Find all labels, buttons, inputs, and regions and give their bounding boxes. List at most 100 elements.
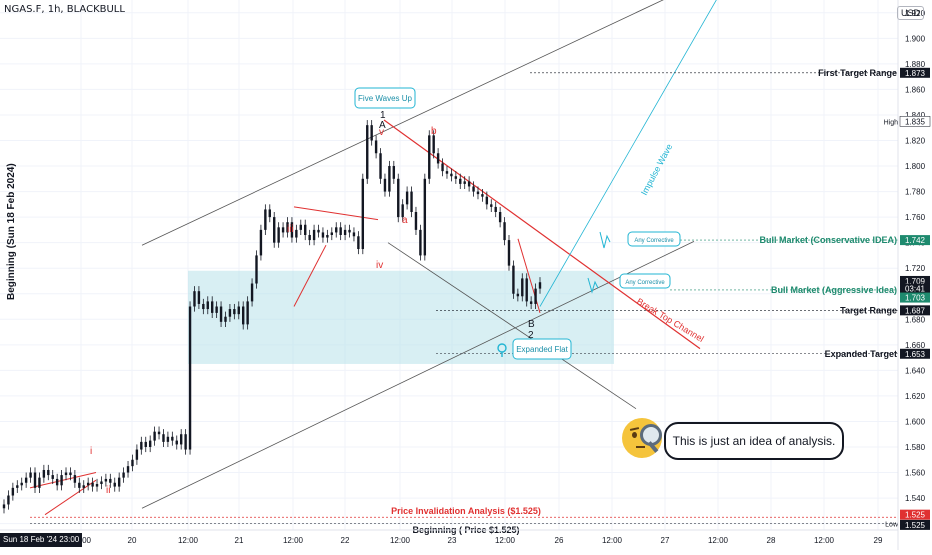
candle-body (233, 309, 236, 315)
candle-body (95, 484, 99, 487)
candle-body (91, 482, 94, 487)
candle-body (388, 166, 391, 192)
any-corrective-2-label-box (619, 273, 671, 289)
candle-body (188, 306, 192, 450)
price-tag: 1.709 (905, 277, 926, 286)
y-tick-label: 1.560 (905, 469, 926, 478)
candle-body (503, 222, 506, 241)
candle-body (228, 309, 232, 317)
wave-ii-label: ii (106, 485, 110, 496)
candle-body (273, 217, 276, 243)
candle-body (171, 436, 174, 441)
candle-body (304, 224, 307, 235)
candle-body (308, 234, 311, 241)
y-tick-label: 1.760 (905, 213, 926, 222)
price-tag: 1.703 (905, 294, 926, 303)
expanded-flat-label: Expanded Flat (516, 345, 568, 354)
x-tick-label: 23 (448, 536, 457, 545)
candle-body (16, 485, 19, 488)
candle-body (335, 227, 338, 233)
price-tag: 1.742 (905, 236, 926, 245)
y-tick-label: 1.780 (905, 188, 926, 197)
price-tag-bg (899, 116, 931, 127)
candle-body (498, 212, 502, 223)
candle-body (343, 229, 347, 235)
candle-body (38, 477, 41, 488)
expanded-flat-label-box (512, 338, 572, 360)
candle-body (463, 181, 466, 184)
candle-body (392, 166, 396, 179)
symbol-title: NGAS.F, 1h, BLACKBULL (4, 4, 125, 15)
candle-body (264, 209, 267, 230)
candle-body (113, 482, 116, 487)
candle-body (450, 173, 453, 177)
speech-bubble: This is just an idea of analysis. (664, 422, 844, 460)
candle-body (166, 436, 170, 442)
first-target-label: First Target Range (818, 68, 897, 78)
beginning-vertical-label: Beginning (Sun 18 Feb 2024) (6, 163, 17, 300)
candle-body (210, 301, 214, 313)
candle-body (516, 293, 520, 297)
candle-body (330, 232, 334, 235)
y-tick-label: 1.900 (905, 34, 926, 43)
y-tick-label: 1.820 (905, 136, 926, 145)
candle-body (441, 163, 444, 172)
candle-body (144, 441, 147, 447)
candle-body (157, 431, 161, 435)
x-tick-label: 12:00 (602, 536, 623, 545)
candle-body (60, 475, 63, 486)
candle-body (51, 475, 54, 479)
candle-body (361, 178, 365, 250)
five-waves-up-label-box (354, 87, 416, 109)
y-tick-label: 1.620 (905, 392, 926, 401)
target-range-label: Target Range (840, 305, 897, 315)
candle-body (206, 301, 209, 310)
candle-body (246, 301, 249, 325)
candle-body (202, 303, 205, 310)
candle-body (237, 306, 240, 315)
bull-aggressive-label: Bull Market (Aggressive Idea) (771, 285, 897, 295)
candle-body (339, 227, 342, 235)
any-corrective-1-label: Any Corrective (634, 238, 674, 244)
candle-body (481, 194, 484, 197)
y-tick-label: 1.600 (905, 417, 926, 426)
x-axis-cursor-label: Sun 18 Feb '24 23:00 (0, 533, 83, 547)
currency-button[interactable]: USD (896, 6, 924, 20)
price-tag-bg (900, 509, 930, 520)
candle-body (299, 224, 302, 230)
candle-body (86, 482, 90, 486)
y-tick-label: 1.640 (905, 366, 926, 375)
candle-body (224, 316, 227, 322)
candle-body (268, 209, 271, 218)
x-tick-label: 26 (555, 536, 564, 545)
x-tick-label: 12:00 (495, 536, 516, 545)
candle-body (436, 153, 440, 164)
candle-body (29, 472, 32, 478)
magnifier-face-icon (622, 418, 662, 458)
candle-body (11, 487, 15, 496)
y-tick-label: 1.580 (905, 443, 926, 452)
candle-body (42, 469, 46, 478)
candle-body (117, 477, 121, 487)
candle-body (428, 135, 431, 179)
wave-2-label: 2 (528, 330, 534, 341)
candle-body (374, 140, 378, 154)
candle-body (135, 449, 139, 460)
candle-body (317, 229, 320, 233)
candle-body (352, 232, 356, 237)
price-tag-bg (900, 305, 930, 316)
bull-conservative-label: Bull Market (Conservative IDEA) (759, 235, 897, 245)
wave-B-label: B (528, 319, 535, 330)
x-tick-label: 22 (341, 536, 350, 545)
lower-channel-line (141, 241, 695, 509)
y-tick-label: 1.660 (905, 341, 926, 350)
high-label: High (884, 119, 899, 126)
price-tag: 1.525 (905, 511, 926, 520)
candle-body (507, 240, 511, 266)
candle-body (162, 434, 165, 442)
x-tick-label: 28 (767, 536, 776, 545)
price-tag: 1.873 (905, 69, 926, 78)
candle-body (20, 482, 23, 486)
y-tick-label: 1.920 (905, 9, 926, 18)
price-tag-bg (900, 348, 930, 359)
